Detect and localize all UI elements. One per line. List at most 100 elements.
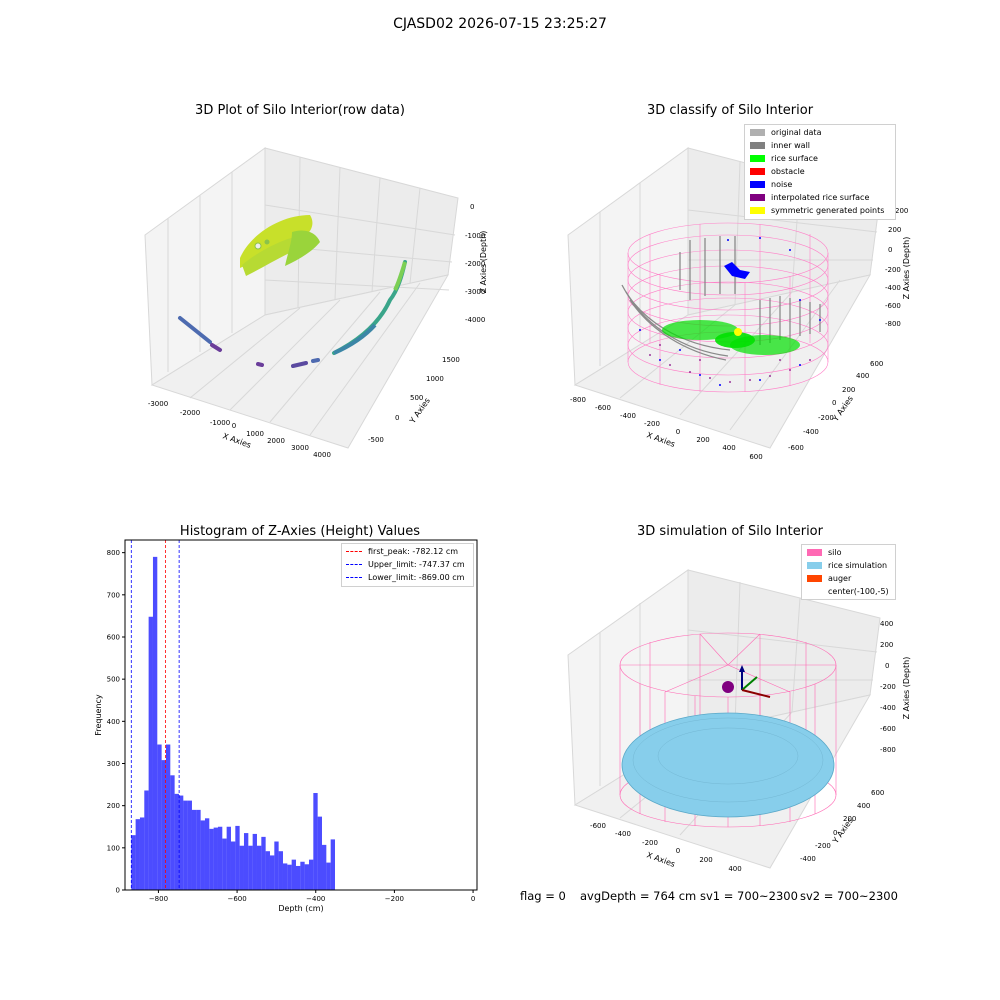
- svg-text:200: 200: [843, 815, 856, 823]
- classify-3d-plot: -800 -600 -400 -200 0 200 400 600 -600 -…: [567, 147, 911, 461]
- svg-text:200: 200: [880, 641, 893, 649]
- svg-text:-600: -600: [595, 404, 611, 412]
- svg-text:-4000: -4000: [465, 316, 485, 324]
- simulation-rice-surface: [621, 712, 835, 818]
- classify-noise: [639, 237, 821, 386]
- legend-item-rice-surface: rice surface: [750, 154, 818, 163]
- svg-text:-600: -600: [880, 725, 896, 733]
- histogram-bar: [304, 864, 309, 890]
- histogram-bar: [291, 859, 296, 890]
- legend-item-silo: silo: [807, 548, 842, 557]
- histogram-title: Histogram of Z-Axies (Height) Values: [179, 524, 421, 539]
- svg-text:0: 0: [676, 847, 680, 855]
- histogram-bar: [256, 845, 262, 890]
- histogram-bar: [269, 855, 275, 890]
- figure-title: CJASD02 2026-07-15 23:25:27: [393, 16, 607, 32]
- legend-item-symmetric: symmetric generated points: [750, 206, 884, 215]
- svg-text:-400: -400: [615, 830, 631, 838]
- svg-text:-2000: -2000: [465, 260, 485, 268]
- histogram-y-ticks: 0 100 200 300 400 500 600 700 800: [107, 549, 125, 895]
- svg-text:-600: -600: [590, 822, 606, 830]
- histogram-bar: [230, 841, 236, 890]
- histogram-bars: [131, 556, 335, 890]
- svg-text:-3000: -3000: [148, 400, 168, 408]
- classify-xlabel: X Axies: [645, 430, 676, 449]
- histogram-bar: [265, 851, 270, 890]
- legend-item-auger: auger: [807, 574, 851, 583]
- histogram-chart: −800 −600 −400 −200 0 0 100 200 300 400 500 600 700…: [94, 539, 478, 913]
- histogram-bar: [248, 845, 253, 890]
- histogram-bar: [222, 838, 227, 890]
- legend-item-first-peak: first_peak: -782.12 cm: [346, 547, 458, 556]
- svg-text:-200: -200: [642, 839, 658, 847]
- histogram-bar: [183, 800, 188, 890]
- svg-text:1000: 1000: [426, 375, 444, 383]
- histogram-bar: [187, 800, 192, 890]
- svg-text:-600: -600: [788, 444, 804, 452]
- histogram-bar: [243, 833, 249, 890]
- histogram-bar: [326, 862, 331, 890]
- footer-avg-depth: avgDepth = 764 cm: [580, 889, 697, 903]
- simulation-auger-marker: [722, 681, 734, 693]
- classify-legend: original data inner wall rice surface ob…: [744, 124, 896, 220]
- svg-text:0: 0: [833, 829, 837, 837]
- simulation-xlabel: X Axies: [645, 850, 676, 869]
- histogram-bar: [295, 865, 301, 890]
- simulation-zlabel: Z Axies (Depth): [902, 657, 911, 720]
- svg-text:-400: -400: [620, 412, 636, 420]
- legend-swatch: [750, 142, 765, 149]
- legend-item-lower-limit: Lower_limit: -869.00 cm: [346, 573, 464, 582]
- y-tick-label: 500: [107, 676, 120, 684]
- raw-plot-title: 3D Plot of Silo Interior(row data): [195, 103, 405, 118]
- svg-text:-400: -400: [880, 704, 896, 712]
- classify-interpolated-surface: [649, 344, 811, 383]
- histogram-bar: [300, 861, 305, 890]
- legend-item-center: center(-100,-5): [807, 587, 889, 596]
- legend-item-rice-simulation: rice simulation: [807, 561, 887, 570]
- raw-point-cloud: [178, 215, 407, 368]
- svg-text:-400: -400: [885, 284, 901, 292]
- histogram-bar: [261, 836, 266, 890]
- histogram-bar: [313, 793, 318, 890]
- svg-text:0: 0: [888, 246, 892, 254]
- svg-text:1500: 1500: [442, 356, 460, 364]
- svg-text:0: 0: [470, 203, 474, 211]
- histogram-bar: [330, 839, 335, 890]
- classify-plot-title: 3D classify of Silo Interior: [646, 103, 814, 118]
- histogram-bar: [239, 845, 244, 890]
- footer-sv1: sv1 = 700~2300: [700, 889, 798, 903]
- svg-text:-400: -400: [800, 855, 816, 863]
- histogram-bar: [165, 744, 171, 890]
- svg-text:-400: -400: [803, 428, 819, 436]
- legend-swatch-empty: [807, 588, 822, 595]
- raw-3d-plot: -3000 -2000 -1000 0 1000 2000 3000 4000 …: [144, 147, 488, 459]
- histogram-bar: [174, 793, 179, 890]
- svg-text:-200: -200: [644, 420, 660, 428]
- footer-sv2: sv2 = 700~2300: [800, 889, 898, 903]
- histogram-bar: [152, 556, 158, 890]
- histogram-bar: [131, 835, 136, 890]
- svg-text:-800: -800: [885, 320, 901, 328]
- legend-swatch: [750, 181, 765, 188]
- histogram-legend: first_peak: -782.12 cm Upper_limit: -747…: [341, 543, 474, 587]
- legend-item-obstacle: obstacle: [750, 167, 805, 176]
- x-tick-label: −400: [306, 895, 325, 903]
- svg-text:600: 600: [749, 453, 762, 461]
- svg-text:400: 400: [856, 372, 869, 380]
- y-tick-label: 300: [107, 760, 120, 768]
- x-tick-label: −200: [385, 895, 404, 903]
- svg-text:-600: -600: [885, 302, 901, 310]
- simulation-center-axes: [739, 665, 771, 698]
- legend-swatch: [807, 562, 822, 569]
- simulation-plot-title: 3D simulation of Silo Interior: [637, 524, 823, 539]
- svg-text:1000: 1000: [246, 430, 264, 438]
- legend-item-original-data: original data: [750, 128, 821, 137]
- legend-swatch: [750, 129, 765, 136]
- svg-text:200: 200: [696, 436, 709, 444]
- y-tick-label: 700: [107, 591, 120, 599]
- legend-line-blue: [346, 577, 362, 578]
- classify-zlabel: Z Axies (Depth): [902, 237, 911, 300]
- histogram-bar: [252, 833, 257, 890]
- svg-text:0: 0: [395, 414, 399, 422]
- svg-text:-200: -200: [815, 842, 831, 850]
